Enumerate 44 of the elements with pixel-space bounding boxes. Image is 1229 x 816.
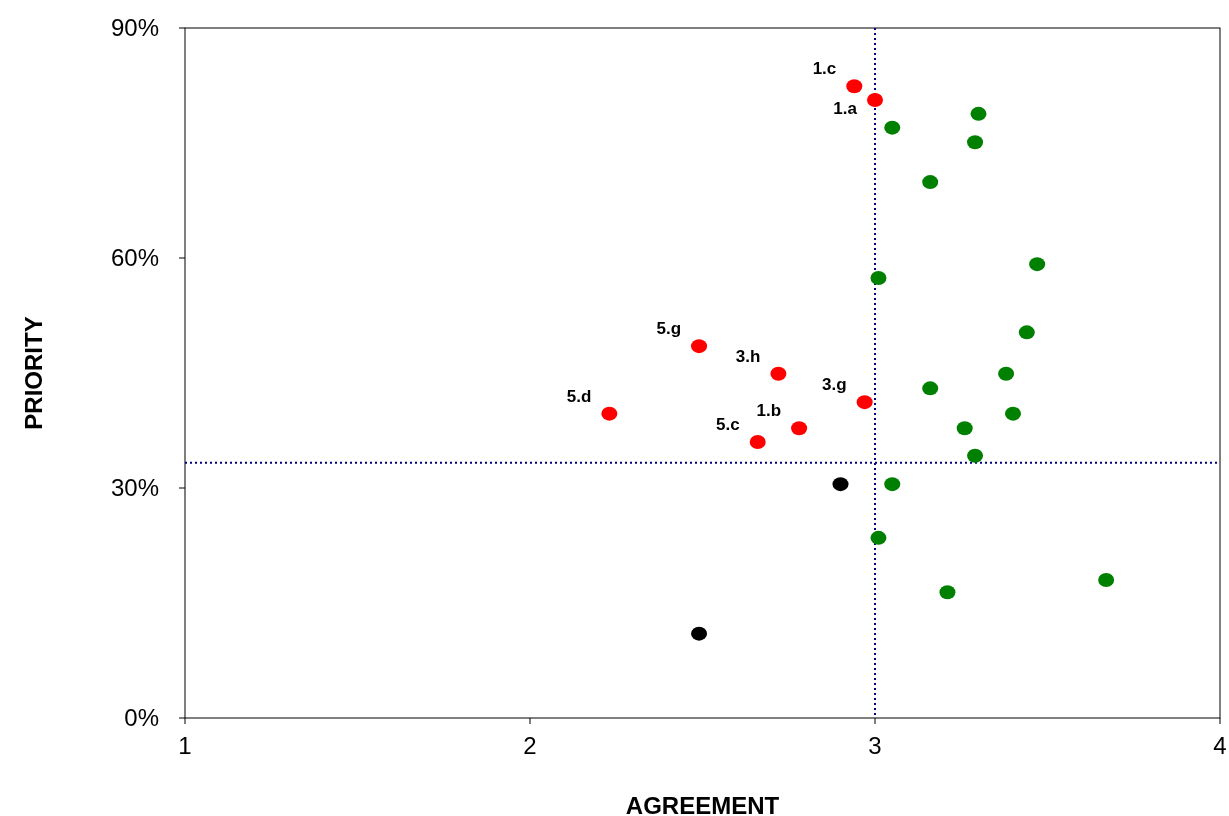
point — [870, 530, 887, 545]
annotation: 3.h — [735, 346, 761, 366]
x-tick-label: 1 — [178, 732, 192, 759]
x-tick-label: 4 — [1213, 732, 1227, 759]
annotation: 5.d — [566, 386, 592, 406]
point — [791, 421, 808, 436]
point — [939, 585, 956, 600]
point — [691, 339, 708, 354]
x-axis-title: AGREEMENT — [625, 792, 780, 816]
point — [1098, 573, 1115, 587]
point — [884, 477, 901, 492]
point — [749, 435, 766, 449]
point — [922, 381, 939, 396]
point — [922, 175, 939, 190]
point — [846, 79, 863, 94]
point — [1005, 406, 1021, 421]
y-tick-label: 30% — [110, 474, 159, 502]
point — [832, 477, 849, 492]
point — [691, 626, 708, 641]
point — [967, 135, 984, 150]
point — [1018, 325, 1035, 340]
annotation: 1.a — [833, 99, 858, 119]
point — [884, 120, 901, 135]
point — [870, 270, 887, 285]
annotation: 5.c — [716, 415, 740, 434]
point — [967, 448, 984, 463]
point — [770, 366, 787, 381]
annotation: 3.g — [822, 375, 847, 395]
point — [867, 93, 883, 108]
y-tick-label: 60% — [110, 244, 159, 272]
y-tick-label: 0% — [124, 704, 159, 732]
point — [956, 421, 973, 436]
point — [856, 395, 873, 410]
point — [970, 106, 987, 121]
point — [601, 406, 618, 421]
point — [998, 366, 1015, 381]
y-tick-label: 90% — [110, 14, 159, 42]
x-tick-label: 3 — [868, 732, 882, 759]
annotation: 1.b — [756, 401, 782, 421]
x-tick-label: 2 — [523, 732, 537, 759]
annotation: 5.g — [656, 319, 682, 339]
y-axis-title: PRIORITY — [20, 316, 47, 430]
annotation: 1.c — [812, 59, 837, 79]
point — [1029, 257, 1046, 272]
